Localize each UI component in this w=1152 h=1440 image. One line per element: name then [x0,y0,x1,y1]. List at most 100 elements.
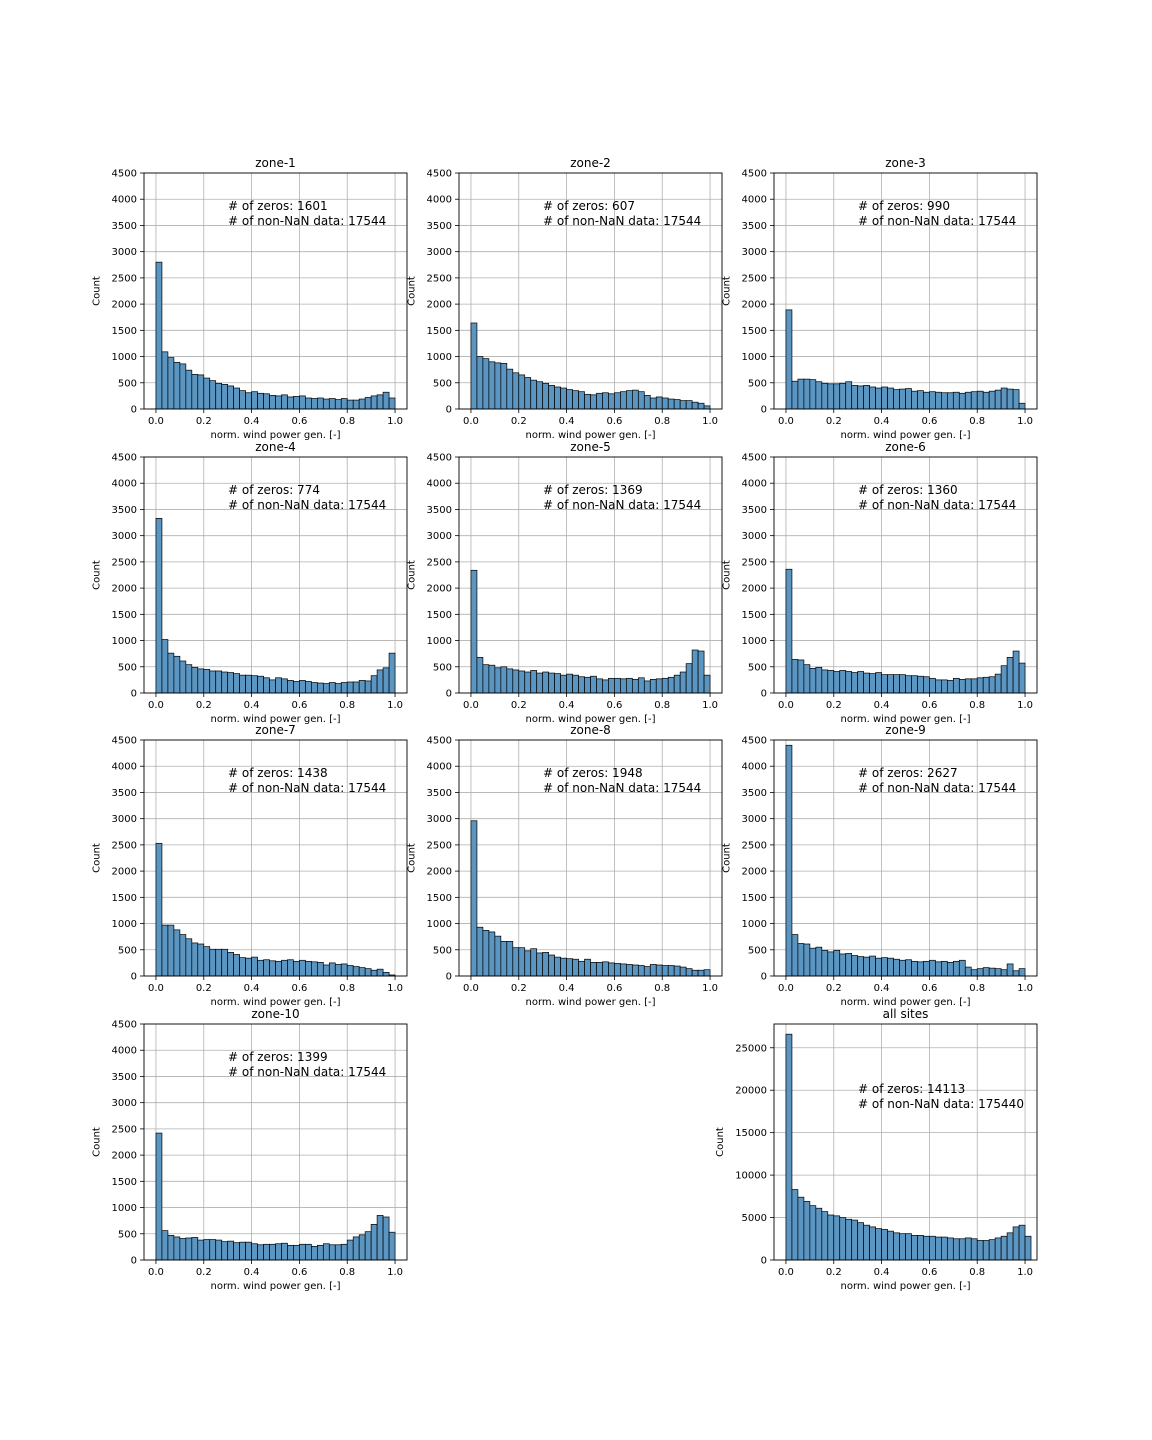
y-axis-label: Count [721,276,732,306]
histogram-bar [518,374,526,410]
annotation-text: # of zeros: 1369 [543,483,643,497]
histogram-bar [352,1236,360,1261]
histogram-bar [191,666,199,694]
x-tick-label: 0.8 [654,416,670,427]
x-tick-label: 0.8 [339,416,355,427]
histogram-bar [1018,662,1026,694]
histogram-bar [524,671,532,694]
histogram-bar [905,1233,912,1261]
histogram-bar [257,675,264,694]
y-tick-label: 1000 [112,919,137,930]
histogram-bar [239,957,246,977]
histogram-bar [352,681,360,694]
histogram-bar [209,380,217,410]
y-tick-label: 3000 [742,247,767,258]
bars [785,309,1026,410]
y-tick-label: 1000 [742,636,767,647]
histogram-bar [596,392,603,410]
histogram-bar [376,968,384,977]
histogram-bar [197,943,205,977]
y-tick-label: 2500 [112,273,137,284]
histogram-bar [572,390,579,410]
histogram-bar [572,674,579,694]
annotation-text: # of non-NaN data: 17544 [228,1065,386,1079]
histogram-bar [275,1243,282,1261]
y-tick-label: 0 [446,972,452,983]
y-tick-label: 4500 [742,453,767,464]
histogram-bar [970,678,978,694]
histogram-bar [697,402,705,410]
x-tick-label: 0.8 [969,700,985,711]
histogram-bar [316,962,324,977]
y-tick-label: 1000 [742,919,767,930]
histogram-bar [643,966,651,977]
histogram-bar [584,393,591,410]
panel-title: zone-5 [570,440,611,454]
x-tick-label: 0.0 [778,983,794,994]
x-tick-label: 0.4 [244,700,260,711]
histogram-bar [631,679,639,694]
y-tick-label: 3500 [112,788,137,799]
histogram-bar [305,960,312,977]
x-tick-label: 0.6 [606,416,622,427]
x-axis-label: norm. wind power gen. [-] [525,714,655,725]
y-tick-label: 2000 [112,1151,137,1162]
histogram-bar [869,673,876,694]
histogram-bar [809,947,817,977]
annotation-text: # of zeros: 607 [543,199,635,213]
histogram-bar [506,368,514,410]
axes-frame [143,456,408,694]
histogram-bar [637,391,645,410]
histogram-bar [167,924,175,977]
histogram-bar [584,676,591,694]
x-tick-label: 0.4 [244,1267,260,1278]
axes-frame [773,172,1038,410]
y-tick-label: 4500 [742,736,767,747]
histogram-bar [596,678,603,694]
histogram-bar [524,377,532,410]
histogram-bar [785,309,793,410]
histogram-bar [923,391,930,410]
histogram-bar [364,397,372,410]
histogram-bar [506,668,514,694]
histogram-bar [803,378,811,410]
histogram-bar [173,1236,181,1261]
histogram-bar [691,401,699,410]
histogram-bar [602,679,609,694]
histogram-bar [281,959,288,977]
histogram-bar [476,356,484,410]
histogram-bar [815,381,823,410]
histogram-bar [346,399,354,410]
histogram-bar [988,676,996,694]
y-tick-label: 4500 [427,453,452,464]
histogram-bar [560,387,567,410]
histogram-bar [370,969,378,977]
histogram-bar [797,943,805,977]
histogram-bar [827,670,835,694]
histogram-bar [346,965,354,977]
histogram-bar [1006,656,1014,694]
histogram-bar [382,971,390,977]
bars [470,322,711,410]
gridlines [459,739,722,977]
histogram-bar [1012,1226,1020,1261]
y-tick-label: 1500 [742,893,767,904]
y-tick-label: 4500 [112,453,137,464]
histogram-bar [500,363,508,410]
histogram-bar [809,668,817,694]
histogram-panel: 0.0 0.2 0.4 0.6 0.8 1.0 0 500 1000 1500 2000 2500 30… [406,156,723,441]
histogram-bar [1012,970,1020,977]
annotation-text: # of zeros: 1601 [228,199,328,213]
histogram-bar [875,1228,882,1261]
histogram-bar [946,680,954,694]
histogram-bar [685,400,693,410]
x-tick-label: 1.0 [387,983,403,994]
histogram-bar [554,386,561,410]
histogram-bar [470,322,478,410]
histogram-bar [941,392,948,410]
histogram-bar [703,969,711,977]
histogram-bar [263,1243,270,1261]
annotation-text: # of zeros: 1360 [858,483,958,497]
histogram-bar [185,369,193,410]
histogram-bar [578,676,585,694]
